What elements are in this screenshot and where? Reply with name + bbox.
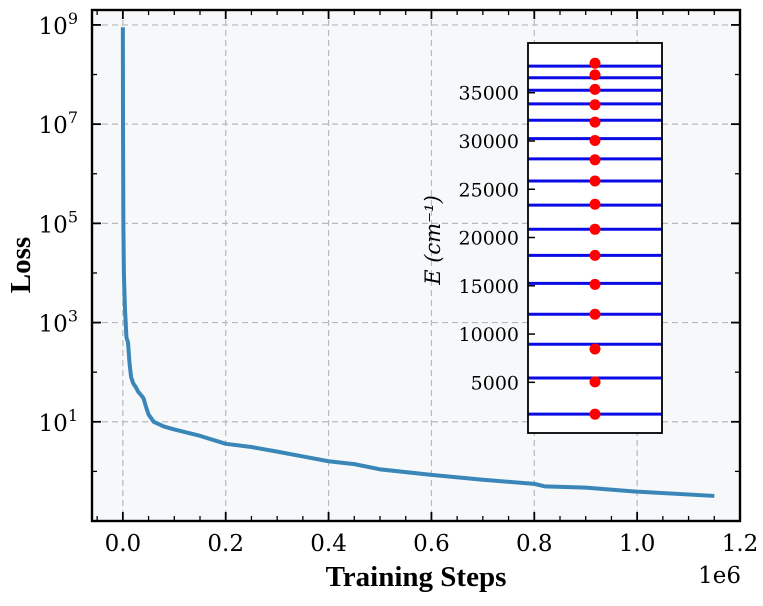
inset-y-tick-label: 30000 (459, 131, 519, 153)
energy-point (589, 83, 601, 95)
energy-point (589, 308, 601, 320)
energy-point (589, 57, 601, 69)
x-tick-label: 1.0 (619, 531, 656, 557)
energy-point (589, 175, 601, 187)
inset-y-tick-label: 20000 (459, 228, 519, 250)
y-tick-label: 107 (39, 108, 78, 139)
y-tick-label: 105 (39, 207, 78, 238)
energy-point (589, 135, 601, 146)
energy-point (589, 376, 601, 388)
inset-y-tick-label: 10000 (459, 324, 519, 346)
energy-point (589, 99, 601, 111)
energy-point (589, 278, 601, 290)
y-axis-label: Loss (5, 237, 37, 293)
x-tick-label: 0.4 (310, 531, 347, 557)
energy-point (589, 116, 601, 128)
inset-frame (527, 42, 663, 434)
x-axis-label: Training Steps (326, 561, 507, 593)
x-tick-label: 0.8 (516, 531, 553, 557)
inset-y-tick-label: 5000 (471, 372, 519, 394)
inset-ticks (528, 91, 535, 384)
energy-point (589, 69, 601, 81)
inset-y-tick-label: 25000 (459, 179, 519, 201)
energy-point (589, 343, 601, 355)
x-tick-label: 0.0 (105, 531, 142, 557)
inset-y-axis-label: E (cm⁻¹) (421, 195, 445, 286)
y-tick-label: 109 (39, 9, 78, 40)
loss-line (120, 27, 715, 498)
energy-point (589, 198, 601, 210)
loss-series (120, 27, 715, 498)
inset-y-tick-label: 15000 (459, 276, 519, 298)
inset-y-tick-label: 35000 (459, 83, 519, 105)
energy-point (589, 154, 601, 166)
y-tick-label: 101 (39, 406, 78, 437)
x-axis-scale-label: 1e6 (698, 563, 741, 589)
x-tick-label: 0.6 (413, 531, 450, 557)
inset-series (528, 57, 662, 420)
x-tick-label: 0.2 (207, 531, 244, 557)
main-tick-labels: 0.0 0.2 0.4 0.6 0.8 1.0 1.2 101 103 105 107 109 (39, 9, 759, 557)
energy-point (589, 249, 601, 261)
energy-point (589, 408, 601, 420)
energy-point (589, 223, 601, 235)
x-tick-label: 1.2 (722, 531, 759, 557)
inset-tick-labels: 5000 10000 15000 20000 25000 30000 35000 (459, 83, 519, 395)
y-tick-label: 103 (39, 307, 78, 338)
plot-frame (90, 8, 742, 523)
